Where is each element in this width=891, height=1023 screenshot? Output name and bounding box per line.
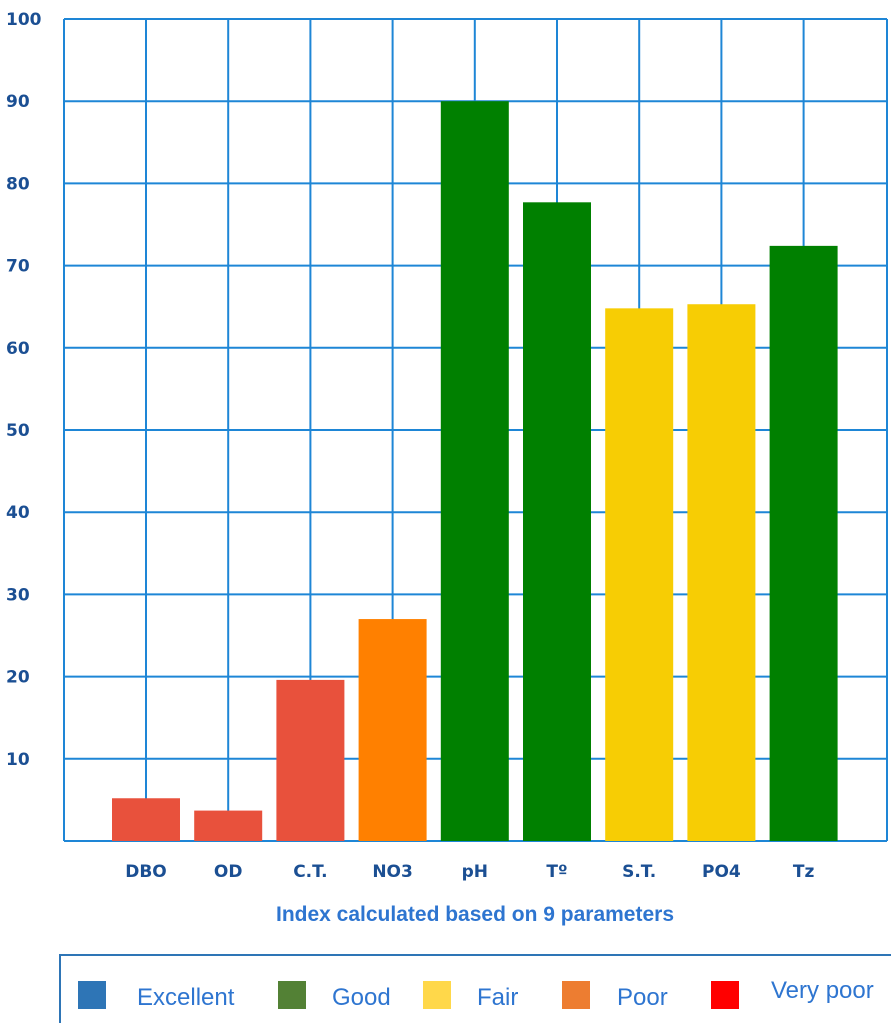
x-axis-tick-labels: DBO OD C.T. NO3 pH Tº S.T. PO4 Tz: [125, 862, 814, 882]
y-tick-label: 100: [6, 10, 42, 30]
bar-dbo: [112, 798, 180, 841]
x-tick-label: PO4: [702, 862, 741, 882]
legend-label: Poor: [617, 984, 668, 1011]
x-tick-label: NO3: [372, 862, 413, 882]
x-tick-label: OD: [214, 862, 243, 882]
legend-swatch: [562, 981, 590, 1009]
y-tick-label: 50: [6, 421, 30, 441]
y-axis-tick-labels: 10 20 30 40 50 60 70 80 90 100: [6, 10, 42, 770]
bar-tz: [769, 245, 838, 841]
y-tick-label: 60: [6, 339, 30, 359]
y-tick-label: 30: [6, 585, 30, 605]
bars: [112, 101, 838, 841]
bar-po4: [687, 304, 756, 841]
legend-label: Excellent: [137, 984, 235, 1011]
bar-c-t: [276, 679, 345, 841]
legend-frame: [59, 954, 891, 1023]
chart-subtitle: Index calculated based on 9 parameters: [276, 903, 674, 926]
x-tick-label: Tº: [546, 862, 567, 882]
legend-swatch: [711, 981, 739, 1009]
legend-swatch: [78, 981, 106, 1009]
y-tick-label: 70: [6, 257, 30, 277]
x-tick-label: pH: [462, 862, 488, 882]
legend-label: Fair: [477, 984, 518, 1011]
x-tick-label: Tz: [793, 862, 815, 882]
legend: Excellent Good Fair Poor Very poor: [59, 954, 891, 1023]
x-tick-label: C.T.: [293, 862, 327, 882]
bar-ph: [440, 101, 509, 841]
y-tick-label: 20: [6, 668, 30, 688]
y-tick-label: 40: [6, 503, 30, 523]
y-tick-label: 90: [6, 92, 30, 112]
x-tick-label: S.T.: [622, 862, 656, 882]
legend-swatch: [423, 981, 451, 1009]
legend-swatch: [278, 981, 306, 1009]
bar-no3: [358, 619, 427, 841]
legend-label: Very poor: [771, 977, 874, 1004]
bar-od: [194, 810, 263, 841]
legend-label: Good: [332, 984, 391, 1011]
x-tick-label: DBO: [125, 862, 167, 882]
bar-s-t: [605, 308, 674, 841]
bar-t: [523, 202, 591, 841]
y-tick-label: 80: [6, 174, 30, 194]
y-tick-label: 10: [6, 750, 30, 770]
